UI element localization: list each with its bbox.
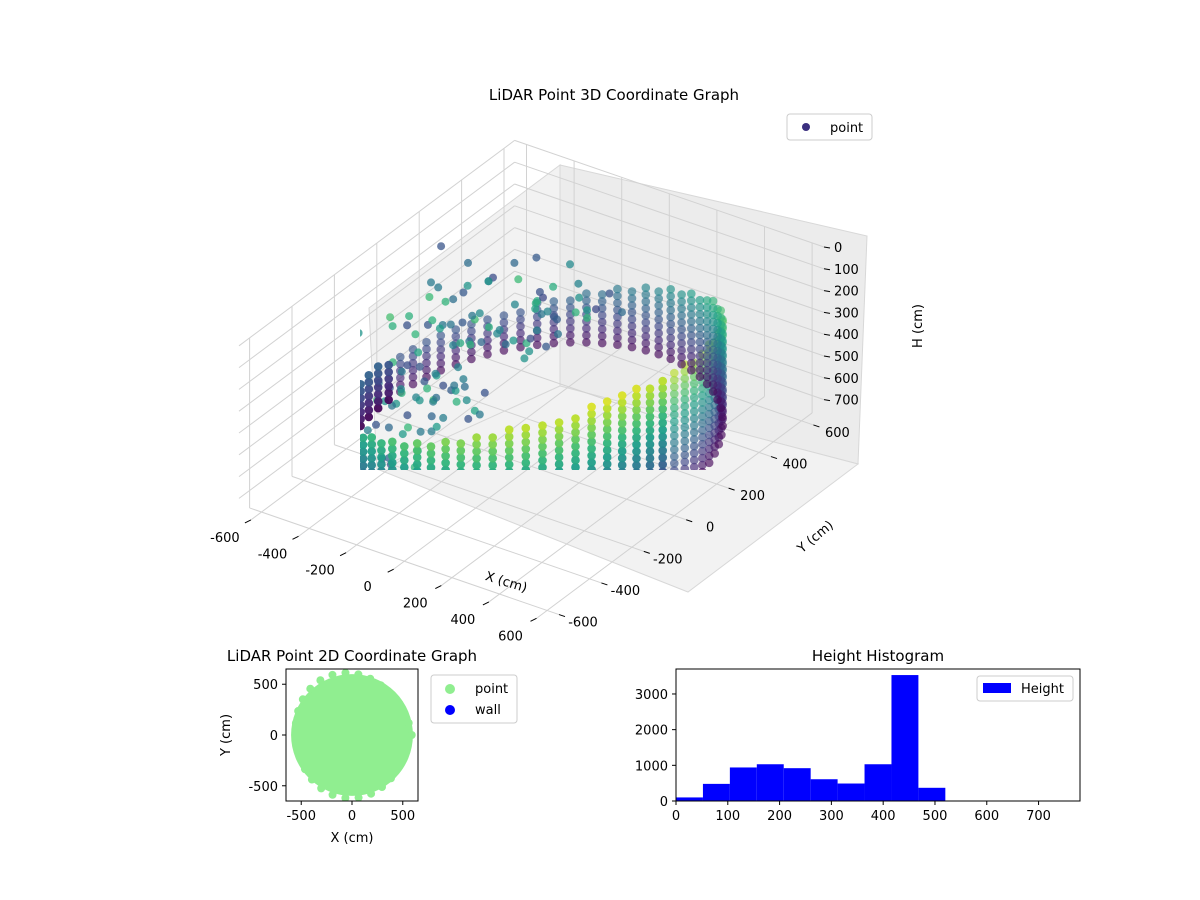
x-tick-label: 200 — [767, 809, 792, 824]
histogram-bars — [676, 675, 945, 801]
y-tick-label: 3000 — [635, 688, 668, 703]
legend-height-marker — [983, 683, 1011, 693]
x-tick-label: 400 — [871, 809, 896, 824]
histogram-bar — [838, 784, 865, 801]
x-tick-label: 600 — [974, 809, 999, 824]
x-tick-label: 700 — [1026, 809, 1051, 824]
histogram-bar — [703, 784, 730, 801]
histogram-bar — [865, 764, 892, 801]
histogram-bar — [891, 675, 918, 801]
histogram-bar — [918, 788, 945, 801]
x-tick-label: 0 — [672, 809, 680, 824]
histogram-bar — [811, 779, 838, 801]
y-tick-label: 1000 — [635, 759, 668, 774]
histogram-bar — [757, 764, 784, 801]
y-tick-label: 2000 — [635, 724, 668, 739]
histogram-legend: Height — [977, 676, 1073, 701]
y-tick-label: 0 — [660, 795, 668, 810]
x-tick-label: 100 — [715, 809, 740, 824]
x-tick-label: 300 — [819, 809, 844, 824]
legend-height-label: Height — [1021, 682, 1064, 697]
histogram-bar — [784, 768, 811, 801]
histogram-bar — [676, 797, 703, 801]
histogram-bar — [730, 767, 757, 801]
x-tick-label: 500 — [923, 809, 948, 824]
